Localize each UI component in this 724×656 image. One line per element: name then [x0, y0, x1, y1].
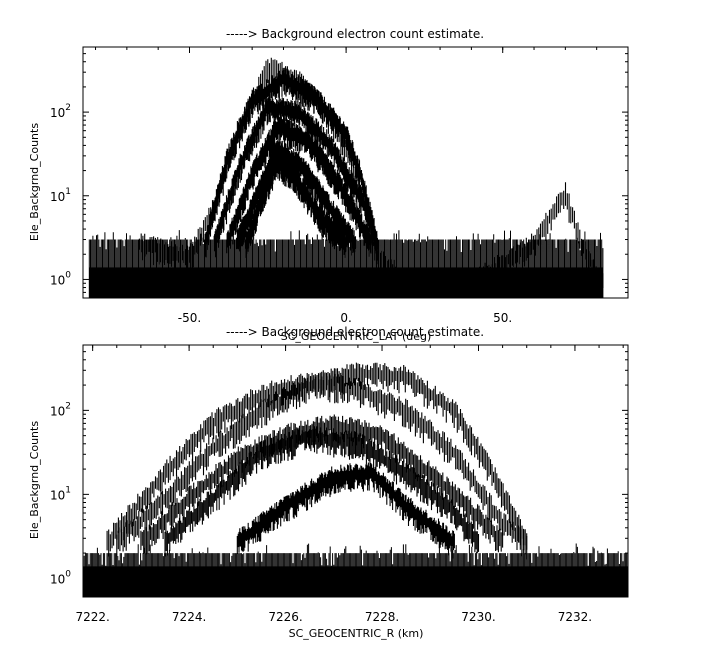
chart-title: -----> Background electron count estimat… — [226, 27, 484, 41]
chart-panel-latitude: -----> Background electron count estimat… — [28, 27, 629, 343]
y-tick-label: 101 — [50, 485, 71, 502]
series-line-2 — [214, 96, 378, 258]
series-line-4 — [235, 140, 357, 256]
x-tick-label: -50. — [178, 311, 201, 325]
x-tick-label: 50. — [493, 311, 512, 325]
plot-frame — [82, 46, 629, 299]
series-line-1 — [204, 67, 378, 261]
background-floor — [83, 566, 628, 597]
series-line-5 — [245, 153, 347, 258]
x-axis-label: SC_GEOCENTRIC_LAT (deg) — [281, 330, 432, 343]
y-tick-label: 102 — [50, 103, 71, 120]
series-line-1 — [106, 372, 528, 560]
x-tick-label: 0. — [340, 311, 351, 325]
data-layer — [88, 57, 604, 298]
x-tick-label: 7228. — [365, 610, 399, 624]
x-tick-label: 7230. — [461, 610, 495, 624]
y-tick-label: 101 — [50, 187, 71, 204]
y-tick-label: 100 — [50, 270, 71, 287]
plot-frame — [82, 344, 629, 598]
x-tick-label: 7222. — [75, 610, 109, 624]
chart-title: -----> Background electron count estimat… — [226, 325, 484, 339]
plot-area: 7222. 7224. 7226. 7228. 7230. 7232. 100 101 102 — [50, 344, 629, 624]
y-axis-label: Ele_Backgrnd_Counts — [28, 123, 41, 241]
series-line-3 — [164, 424, 480, 557]
data-layer — [83, 362, 628, 597]
series-line-4 — [236, 462, 455, 559]
y-tick-label: 100 — [50, 569, 71, 586]
y-axis-label: Ele_Backgrnd_Counts — [28, 421, 41, 539]
x-tick-label: 7226. — [268, 610, 302, 624]
x-tick-label: 7232. — [558, 610, 592, 624]
series-line-3 — [226, 116, 372, 257]
plot-area: -50. 0. 50. 100 101 102 — [50, 46, 629, 325]
x-axis-label: SC_GEOCENTRIC_R (km) — [289, 627, 424, 640]
x-tick-label: 7224. — [172, 610, 206, 624]
chart-panel-radius: -----> Background electron count estimat… — [28, 325, 629, 640]
y-tick-label: 102 — [50, 401, 71, 418]
